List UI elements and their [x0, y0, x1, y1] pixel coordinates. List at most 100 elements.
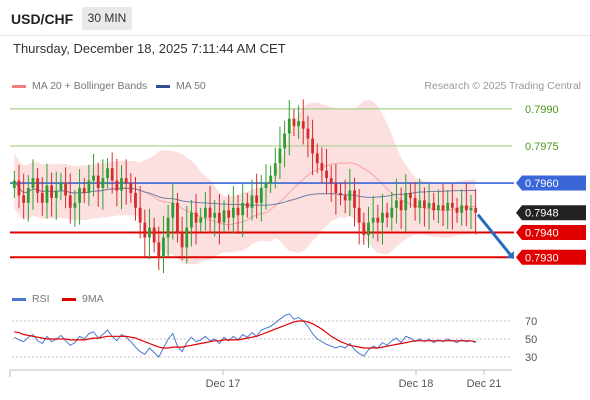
- candle-body: [222, 210, 226, 223]
- candle-body: [162, 237, 165, 258]
- candle-body: [171, 202, 175, 218]
- candle-body: [264, 183, 268, 188]
- candle-body: [371, 217, 375, 223]
- legend-9ma-label: 9MA: [82, 293, 104, 305]
- header-divider: [0, 35, 590, 36]
- candle-body: [227, 210, 231, 218]
- level-label-0.7948: 0.7948: [525, 208, 559, 220]
- candle-body: [376, 217, 380, 223]
- candle-body: [287, 118, 291, 134]
- legend-ma20: MA 20 + Bollinger Bands: [12, 80, 147, 92]
- candle-body: [450, 202, 454, 208]
- candle-body: [427, 202, 431, 208]
- bollinger-band: [14, 99, 476, 265]
- time-axis: Dec 17 Dec 18 Dec 21: [9, 369, 512, 390]
- candle-body: [180, 232, 184, 248]
- candle-body: [432, 202, 436, 211]
- rsi-tick-50: 50: [525, 334, 537, 346]
- candle-body: [73, 202, 77, 208]
- candle-body: [64, 183, 67, 196]
- candle-body: [96, 175, 100, 188]
- candle-body: [115, 180, 119, 191]
- candle-body: [208, 207, 212, 218]
- level-label-0.7940: 0.7940: [525, 228, 559, 240]
- candle-body: [59, 183, 63, 191]
- candle-body: [241, 202, 245, 216]
- candle-body: [194, 212, 198, 223]
- candle-body: [36, 178, 40, 193]
- candle-body: [357, 207, 361, 223]
- candle-body: [190, 212, 193, 228]
- candle-body: [213, 212, 217, 218]
- rsi-line: [14, 313, 476, 358]
- candle-body: [362, 222, 366, 235]
- level-tag-0.7940: [516, 225, 586, 241]
- rsi-tick-70: 70: [525, 316, 537, 328]
- candle-body: [250, 195, 254, 208]
- candle-body: [231, 207, 235, 218]
- price-panel: 0.7990 0.7975 0.7960 0.7948 0.7940 0.7930: [10, 99, 586, 274]
- candle-body: [399, 200, 403, 211]
- legend-ma20-label: MA 20 + Bollinger Bands: [32, 80, 148, 92]
- candle-body: [273, 163, 277, 176]
- candle-body: [464, 205, 468, 211]
- level-tag-0.7948: [516, 205, 586, 221]
- candle-body: [283, 133, 287, 149]
- candle-body: [68, 195, 72, 208]
- candle-body: [311, 138, 314, 154]
- timeframe-button[interactable]: 30 MIN: [82, 7, 132, 30]
- candle-body: [152, 227, 156, 243]
- candle-body: [143, 222, 147, 238]
- candle-body: [148, 227, 151, 238]
- candle-body: [82, 188, 86, 193]
- legend-ma50: MA 50: [156, 80, 206, 92]
- candle-body: [469, 207, 473, 211]
- candle-body: [50, 185, 54, 198]
- candle-body: [348, 190, 352, 201]
- candle-body: [329, 178, 333, 184]
- level-label-0.7990: 0.7990: [525, 104, 559, 116]
- candle-body: [101, 178, 105, 188]
- candle-body: [278, 148, 282, 164]
- candle-body: [297, 121, 300, 127]
- candle-body: [124, 178, 128, 184]
- candle-body: [367, 222, 370, 235]
- candle-body: [259, 188, 263, 203]
- forecast-arrowhead: [506, 251, 514, 259]
- level-tag-0.7960: [516, 175, 586, 191]
- candle-body: [245, 202, 249, 208]
- candle-body: [292, 118, 296, 127]
- candle-body: [381, 212, 384, 223]
- candle-body: [92, 175, 95, 181]
- candle-body: [343, 195, 347, 201]
- candle-body: [413, 197, 417, 208]
- candle-body: [334, 183, 338, 193]
- level-label-0.7960: 0.7960: [525, 178, 559, 190]
- candle-body: [441, 205, 445, 211]
- ma20-swatch: [12, 84, 26, 88]
- candle-body: [455, 207, 459, 213]
- candle-body: [395, 200, 398, 208]
- candle-body: [199, 217, 203, 223]
- candle-body: [129, 183, 133, 193]
- candle-body: [78, 188, 81, 203]
- candle-body: [418, 200, 422, 208]
- candle-body: [87, 180, 91, 193]
- candle-body: [460, 205, 464, 213]
- candle-body: [120, 178, 123, 191]
- candle-body: [315, 153, 319, 164]
- candle-body: [203, 207, 207, 218]
- candle-body: [166, 217, 170, 238]
- level-label-0.7975: 0.7975: [525, 141, 559, 153]
- candle-body: [134, 192, 137, 208]
- candle-body: [157, 242, 161, 258]
- 9ma-swatch: [62, 297, 76, 301]
- candle-body: [385, 212, 389, 218]
- candle-body: [446, 202, 450, 211]
- candle-body: [353, 190, 356, 208]
- ma50-swatch: [156, 84, 170, 88]
- candle-body: [236, 207, 240, 216]
- candle-body: [110, 168, 114, 181]
- candle-body: [409, 192, 412, 198]
